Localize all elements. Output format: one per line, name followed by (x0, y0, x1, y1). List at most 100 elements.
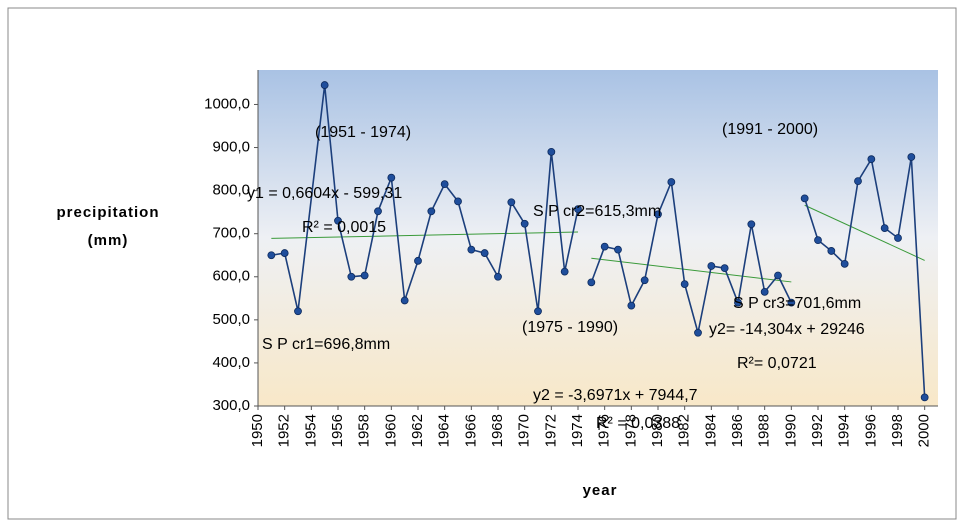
x-tick-label: 2000 (916, 414, 933, 447)
data-point (414, 256, 422, 265)
data-point (654, 210, 662, 219)
x-axis-label: year (583, 482, 618, 499)
y-axis-label: (mm) (88, 232, 129, 249)
x-tick-label: 1958 (356, 414, 373, 447)
data-point (640, 276, 649, 285)
x-tick-label: 1988 (756, 414, 773, 447)
x-tick-label: 1996 (862, 414, 879, 447)
data-point (627, 301, 636, 310)
annotation: S P cr2=615,3mm (533, 203, 661, 220)
data-point (787, 298, 796, 307)
x-tick-label: 1966 (462, 414, 479, 447)
annotation: R²= 0,0721 (737, 355, 817, 372)
data-point (760, 287, 769, 296)
data-point (867, 155, 876, 164)
x-tick-label: 1968 (489, 414, 506, 447)
trend-line (804, 204, 925, 261)
y-tick-label: 800,0 (212, 182, 250, 199)
x-tick-label: 1984 (702, 414, 719, 447)
data-point (454, 197, 462, 206)
y-tick-label: 700,0 (212, 225, 250, 242)
x-tick-label: 1962 (409, 414, 426, 447)
data-point (720, 264, 729, 273)
data-point (494, 272, 502, 281)
x-tick-label: 1980 (649, 414, 666, 447)
x-tick-label: 1992 (809, 414, 826, 447)
annotation: S P cr1=696,8mm (262, 336, 390, 353)
data-point (507, 198, 516, 207)
plot-area (258, 70, 938, 406)
data-point (854, 177, 862, 186)
annotation: y2 = -3,6971x + 7944,7 (533, 387, 698, 404)
x-tick-label: 1986 (729, 414, 746, 447)
data-point (587, 278, 596, 287)
x-tick-label: 1998 (889, 414, 906, 447)
data-point (680, 280, 689, 288)
data-point (920, 393, 929, 402)
data-point (360, 271, 369, 280)
period-label: (1991 - 2000) (722, 121, 818, 138)
data-point (694, 328, 702, 337)
data-point (374, 207, 382, 216)
data-point (520, 219, 529, 228)
y-tick-label: 900,0 (212, 139, 250, 156)
x-tick-label: 1978 (622, 414, 639, 447)
data-point (574, 205, 582, 214)
data-point (774, 271, 782, 280)
annotation: y1 = 0,6604x - 599,31 (247, 185, 402, 202)
data-point (600, 242, 609, 251)
data-point (400, 296, 409, 305)
x-tick-label: 1960 (382, 414, 399, 447)
series-line (590, 178, 793, 333)
x-tick-label: 1956 (329, 414, 346, 447)
data-point (827, 247, 836, 255)
y-tick-label: 1000,0 (204, 95, 250, 112)
series-line (803, 156, 926, 398)
data-point (734, 298, 742, 307)
period-label: (1975 - 1990) (522, 319, 618, 336)
y-tick-label: 600,0 (212, 268, 250, 285)
data-point (747, 220, 756, 229)
data-point (534, 307, 542, 316)
data-point (707, 262, 716, 270)
x-tick-label: 1964 (436, 414, 453, 447)
y-tick-label: 500,0 (212, 311, 250, 328)
x-tick-label: 1970 (516, 414, 533, 447)
data-point (440, 180, 449, 189)
data-point (467, 245, 476, 254)
data-point (840, 259, 849, 268)
data-point (560, 267, 569, 276)
data-point (320, 81, 329, 89)
x-tick-label: 1976 (596, 414, 613, 447)
data-point (280, 249, 289, 257)
data-point (267, 251, 276, 260)
period-label: (1951 - 1974) (315, 124, 411, 141)
data-point (880, 224, 889, 232)
x-tick-label: 1954 (302, 414, 319, 447)
x-tick-label: 1950 (249, 414, 266, 447)
annotation: R² = 0,0388 (596, 415, 680, 432)
data-point (294, 307, 302, 316)
data-point (800, 194, 809, 203)
annotation: S P cr3=701,6mm (733, 295, 861, 312)
y-axis-label: precipitation (56, 204, 159, 221)
data-point (347, 272, 356, 281)
trend-line (591, 257, 792, 283)
x-tick-label: 1952 (276, 414, 293, 447)
data-point (814, 236, 822, 245)
data-point (614, 245, 622, 254)
data-point (894, 234, 902, 242)
x-tick-label: 1990 (782, 414, 799, 447)
data-point (667, 178, 676, 186)
data-point (334, 216, 342, 225)
x-tick-label: 1982 (676, 414, 693, 447)
annotation: R² = 0,0015 (302, 219, 386, 236)
x-tick-label: 1972 (542, 414, 559, 447)
x-tick-label: 1974 (569, 414, 586, 447)
data-point (427, 207, 436, 216)
x-tick-label: 1994 (836, 414, 853, 447)
data-point (480, 249, 489, 257)
data-point (547, 147, 556, 156)
y-tick-label: 400,0 (212, 354, 250, 371)
